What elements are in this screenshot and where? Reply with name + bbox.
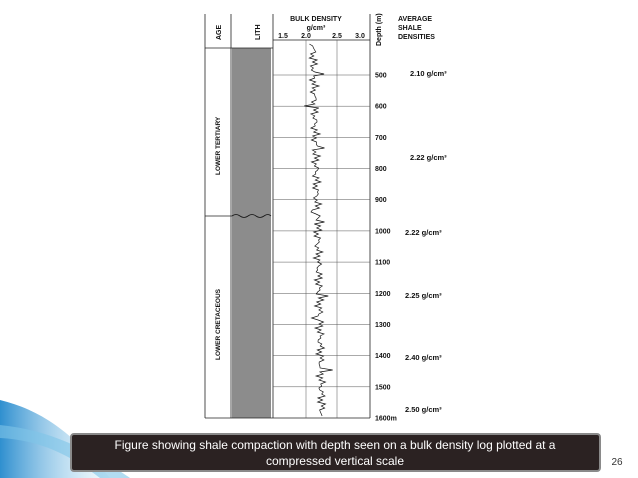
density-label: 2.22 g/cm³	[410, 153, 447, 162]
depth-label: 600	[375, 104, 387, 111]
density-label: 2.22 g/cm³	[405, 228, 442, 237]
depth-label: 1400	[375, 353, 391, 360]
densities-header: AVERAGE	[398, 16, 432, 23]
lith-column	[232, 48, 271, 418]
caption: Figure showing shale compaction with dep…	[115, 438, 556, 452]
age-label: LOWER CRETACEOUS	[215, 288, 222, 360]
age-boundary	[231, 214, 272, 218]
caption-box	[70, 433, 601, 472]
unit-header: g/cm³	[307, 25, 326, 32]
scale-label: 2.5	[332, 33, 342, 40]
age-header: AGE	[216, 25, 223, 41]
log-figure: AGE LITH BULK DENSITY g/cm³ 1.5 2.0 2.5 …	[204, 13, 447, 423]
depth-label: 1300	[375, 322, 391, 329]
lith-header: LITH	[255, 24, 262, 40]
caption: compressed vertical scale	[266, 454, 404, 468]
densities-header: SHALE	[398, 25, 422, 32]
densities-header: DENSITIES	[398, 34, 435, 41]
depth-grid	[273, 74, 370, 388]
depth-label: 1500	[375, 384, 391, 391]
depth-header: Depth (m)	[376, 13, 383, 46]
scale-label: 1.5	[278, 33, 288, 40]
age-label: LOWER TERTIARY	[215, 116, 222, 175]
density-label: 2.10 g/cm³	[410, 69, 447, 78]
depth-label: 700	[375, 135, 387, 142]
density-label: 2.50 g/cm³	[405, 405, 442, 414]
depth-label: 1100	[375, 260, 390, 267]
depth-label: 800	[375, 166, 387, 173]
bulk-density-header: BULK DENSITY	[290, 16, 342, 23]
scale-label: 2.0	[301, 33, 311, 40]
density-label: 2.25 g/cm³	[405, 291, 442, 300]
depth-labels: 500 600 700 800 900 1000 1100 1200 1300 1400 1500 1…	[375, 73, 397, 423]
depth-label: 900	[375, 197, 387, 204]
depth-label: 1600m	[375, 416, 397, 423]
depth-label: 1200	[375, 291, 391, 298]
density-label: 2.40 g/cm³	[405, 353, 442, 362]
page-number: 26	[611, 457, 623, 468]
scale-label: 3.0	[355, 33, 365, 40]
density-trace	[304, 43, 333, 417]
depth-label: 1000	[375, 228, 391, 235]
depth-label: 500	[375, 73, 387, 80]
